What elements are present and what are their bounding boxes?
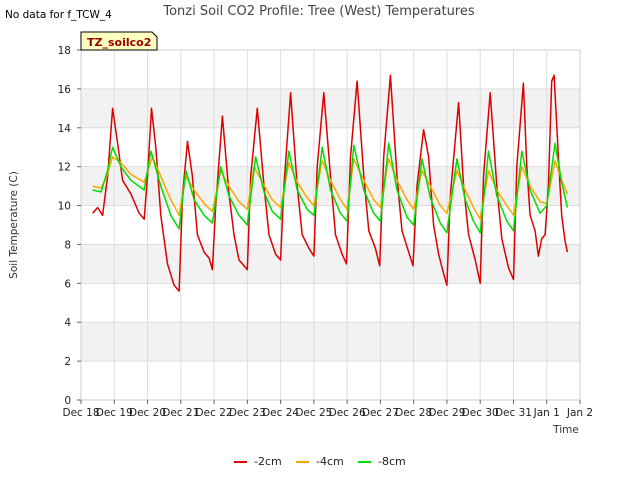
plot-band (81, 244, 580, 284)
plot-band (81, 322, 580, 362)
y-axis: 0 2 4 6 8 10 12 14 16 18 (58, 45, 81, 407)
x-tick-label: Jan 2 (566, 407, 593, 419)
y-tick-label: 4 (64, 317, 71, 329)
y-tick-label: 6 (64, 278, 71, 290)
no-data-message: No data for f_TCW_4 (5, 9, 112, 21)
x-tick-label: Dec 22 (196, 407, 233, 419)
plot-frame (80, 49, 581, 401)
x-tick-label: Dec 18 (62, 407, 99, 419)
x-tick-label: Dec 27 (362, 407, 399, 419)
y-tick-label: 2 (64, 356, 71, 368)
series-lines (92, 74, 569, 292)
y-tick-label: 8 (64, 239, 71, 251)
series-line-4cm (92, 156, 569, 220)
legend-label-2cm: -2cm (254, 455, 282, 468)
badge-label: TZ_soilco2 (87, 36, 151, 49)
y-tick-label: 16 (58, 84, 72, 96)
x-tick-label: Dec 26 (329, 407, 366, 419)
plot-band (81, 88, 580, 128)
x-tick-label: Dec 19 (96, 407, 133, 419)
x-tick-label: Dec 20 (129, 407, 166, 419)
series-line-2cm (92, 74, 569, 292)
x-tick-label: Dec 31 (495, 407, 532, 419)
y-tick-label: 0 (64, 395, 71, 407)
badge: TZ_soilco2 (80, 31, 158, 51)
badge-box (80, 31, 158, 51)
legend-label-4cm: -4cm (316, 455, 344, 468)
legend: -2cm -4cm -8cm (234, 455, 406, 468)
y-tick-label: 18 (58, 45, 71, 57)
x-axis-title: Time (552, 424, 579, 436)
y-tick-label: 12 (58, 162, 71, 174)
legend-label-8cm: -8cm (378, 455, 406, 468)
x-tick-label: Jan 1 (533, 407, 560, 419)
y-tick-label: 14 (58, 123, 72, 135)
x-tick-label: Dec 21 (162, 407, 199, 419)
x-tick-label: Dec 29 (428, 407, 465, 419)
y-axis-title: Soil Temperature (C) (8, 171, 20, 279)
x-tick-label: Dec 25 (295, 407, 332, 419)
x-tick-label: Dec 30 (462, 407, 499, 419)
x-tick-label: Dec 28 (395, 407, 432, 419)
series-line-8cm (92, 142, 569, 234)
x-tick-label: Dec 23 (229, 407, 266, 419)
chart-title: Tonzi Soil CO2 Profile: Tree (West) Temp… (162, 4, 475, 19)
y-tick-label: 10 (58, 201, 71, 213)
plot-bands (81, 88, 580, 362)
x-tick-label: Dec 24 (262, 407, 299, 419)
